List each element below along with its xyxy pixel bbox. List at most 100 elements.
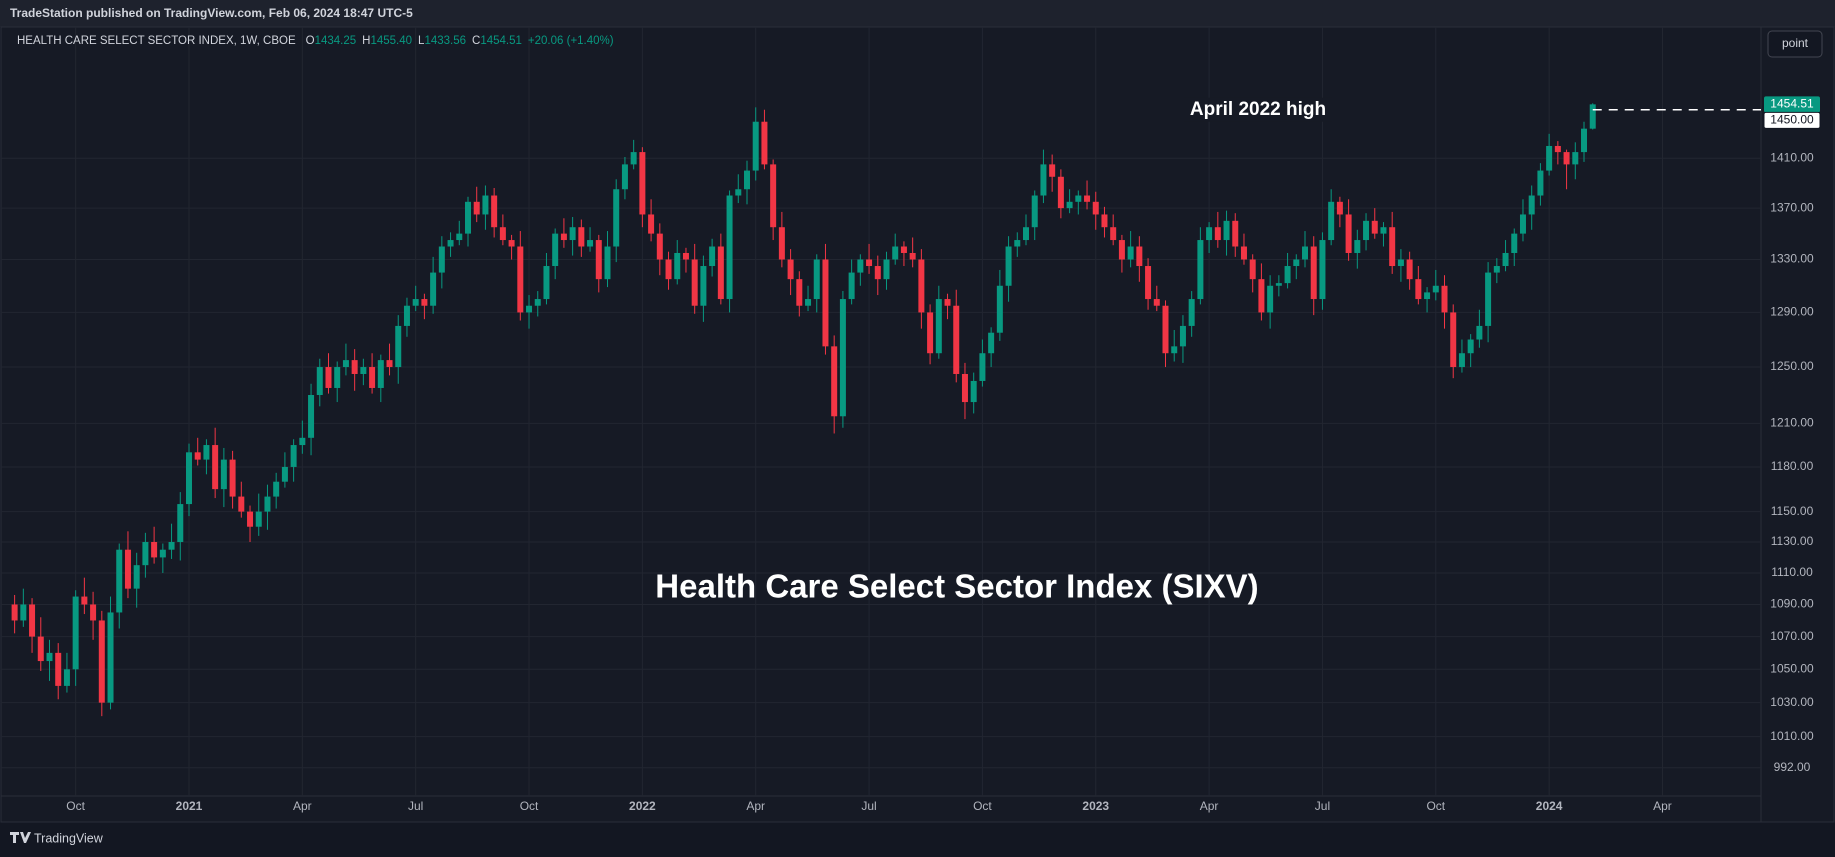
candle-body (857, 259, 864, 273)
candle-body (1066, 201, 1073, 209)
button-label[interactable]: point (1782, 36, 1809, 50)
candle-body (900, 246, 907, 253)
candle-body (883, 259, 890, 280)
y-tick-label: 1180.00 (1771, 459, 1814, 473)
candle-body (1014, 240, 1021, 247)
candle-body (578, 227, 585, 247)
candle-body (63, 669, 70, 686)
candle-body (569, 227, 576, 241)
candle-body (334, 367, 341, 388)
candle-body (447, 240, 454, 247)
candle-body (621, 164, 628, 190)
candle-body (1511, 233, 1518, 253)
candle-body (587, 240, 594, 247)
candle-body (866, 259, 873, 267)
candle-body (46, 652, 53, 662)
candle-body (1240, 246, 1247, 260)
x-tick-label: 2023 (1082, 799, 1109, 813)
candle-body (743, 170, 750, 190)
candle-body (1084, 195, 1091, 202)
candle-body (11, 604, 18, 621)
candle-body (325, 367, 332, 388)
candle-body (1397, 259, 1404, 267)
candle-body (185, 452, 192, 505)
candle-body (273, 481, 280, 497)
candle-body (787, 259, 794, 280)
candle-body (848, 272, 855, 300)
candle-body (1458, 353, 1465, 368)
legend-value: 1434.25 (315, 35, 357, 47)
x-tick-label: Apr (1653, 799, 1672, 813)
y-tick-label: 1110.00 (1771, 565, 1813, 579)
candle-body (229, 459, 236, 497)
candle-body (1389, 227, 1396, 267)
candle-body (1092, 201, 1099, 215)
candle-body (1153, 299, 1160, 306)
legend-field: L (418, 35, 425, 47)
legend-value: 1433.56 (424, 35, 466, 47)
candle-body (674, 252, 681, 280)
x-tick-label: Apr (746, 799, 765, 813)
x-tick-label: Oct (1426, 799, 1445, 813)
y-tick-label: 1030.00 (1770, 695, 1814, 709)
candle-body (778, 227, 785, 260)
candle-body (1075, 195, 1082, 202)
candle-body (979, 353, 986, 381)
candle-body (29, 604, 36, 637)
candle-body (316, 367, 323, 396)
legend-value: 1455.40 (370, 35, 412, 47)
candle-body (281, 466, 288, 482)
candle-body (953, 305, 960, 374)
candle-body (116, 549, 123, 613)
y-tick-label: 1210.00 (1770, 416, 1814, 430)
candle-body (1354, 240, 1361, 253)
candle-body (1162, 305, 1169, 354)
candle-body (996, 285, 1003, 333)
candle-body (1537, 170, 1544, 196)
candle-body (988, 332, 995, 354)
candle-body (456, 233, 463, 241)
chart-panel (0, 26, 1835, 823)
candle-body (369, 367, 376, 388)
candle-body (1171, 346, 1178, 354)
candle-body (421, 299, 428, 306)
candle-body (726, 195, 733, 300)
x-tick-label: Oct (973, 799, 992, 813)
candle-body (142, 542, 149, 566)
candle-body (508, 240, 515, 247)
candle-body (805, 299, 812, 306)
candle-body (133, 565, 140, 589)
candle-body (1589, 104, 1596, 129)
candle-body (1371, 220, 1378, 234)
y-tick-label: 1050.00 (1770, 661, 1814, 675)
candle-body (752, 121, 759, 171)
candle-body (377, 360, 384, 388)
candle-body (1345, 214, 1352, 253)
candle-body (1031, 195, 1038, 228)
last-price-label: 1454.51 (1770, 97, 1814, 111)
candle-body (1275, 283, 1282, 286)
candle-body (1485, 272, 1492, 326)
chart-title: Health Care Select Sector Index (SIXV) (655, 568, 1258, 605)
y-tick-label: 1410.00 (1770, 150, 1814, 164)
candle-body (491, 195, 498, 228)
x-tick-label: 2021 (176, 799, 203, 813)
candle-body (770, 164, 777, 228)
point-button[interactable]: point (1767, 30, 1823, 58)
button-frame[interactable] (1767, 30, 1823, 58)
candle-body (386, 360, 393, 368)
candle-body (1572, 152, 1579, 165)
candle-body (1005, 246, 1012, 286)
candle-body (37, 636, 44, 662)
candle-body (1145, 266, 1152, 300)
candle-body (1040, 164, 1047, 196)
legend-field: H (362, 35, 370, 47)
candle-body (308, 395, 315, 438)
candle-body (238, 496, 245, 512)
candle-body (1546, 145, 1553, 171)
candle-body (177, 504, 184, 543)
footer-logo: TradingView (10, 831, 104, 845)
candle-body (1319, 240, 1326, 300)
candle-body (290, 445, 297, 467)
candle-body (534, 299, 541, 306)
